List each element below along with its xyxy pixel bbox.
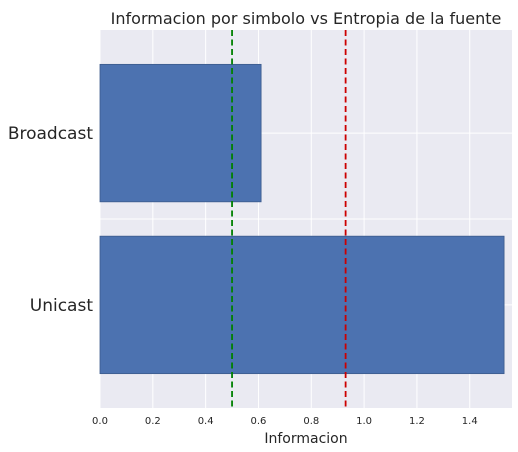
category-label-broadcast: Broadcast [8, 124, 94, 144]
bar-broadcast [99, 63, 262, 203]
category-label-unicast: Unicast [30, 296, 94, 316]
x-tick-label: 1.2 [409, 416, 425, 427]
x-tick-label: 0.6 [251, 416, 267, 427]
chart-title: Informacion por simbolo vs Entropia de l… [111, 9, 502, 28]
reference-lines [231, 30, 347, 408]
y-category-labels: Broadcast Unicast [8, 124, 94, 316]
x-tick-label: 1.4 [462, 416, 478, 427]
x-tick-label: 0.2 [145, 416, 161, 427]
bar-unicast [99, 235, 505, 375]
x-tick-label: 0.4 [198, 416, 214, 427]
x-axis-label: Informacion [264, 431, 347, 447]
bars [99, 63, 505, 375]
x-tick-labels: 0.0 0.2 0.4 0.6 0.8 1.0 1.2 1.4 [92, 416, 478, 427]
x-tick-label: 1.0 [356, 416, 372, 427]
x-tick-label: 0.0 [92, 416, 108, 427]
x-tick-label: 0.8 [303, 416, 319, 427]
